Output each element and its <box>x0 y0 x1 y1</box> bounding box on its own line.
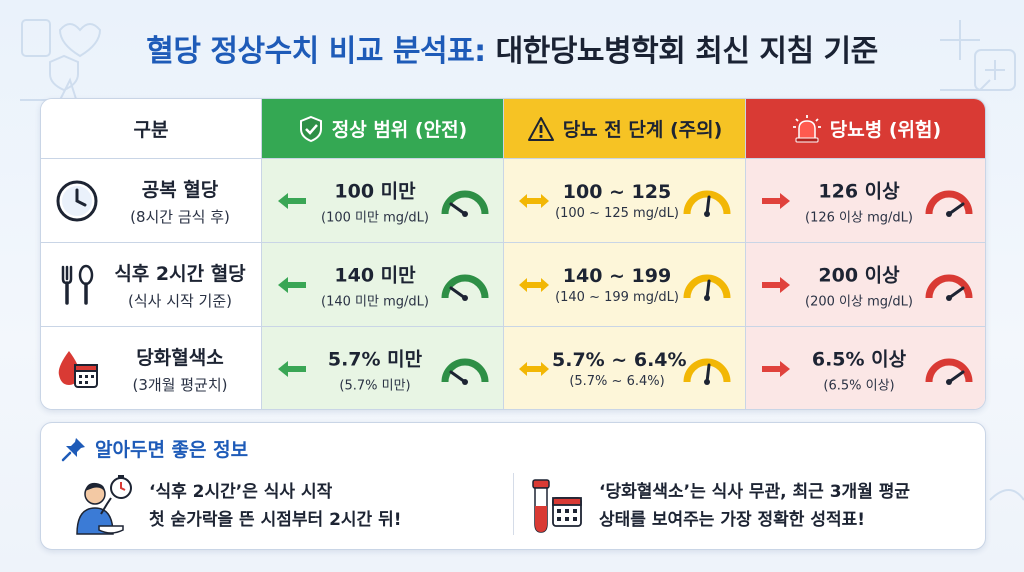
value-sub: (140 ~ 199 mg/dL) <box>555 289 679 305</box>
header-label-text: 구분 <box>133 119 169 141</box>
cell-prediabetes: 5.7% ~ 6.4% (5.7% ~ 6.4%) <box>504 327 746 409</box>
value-main: 140 ~ 199 <box>562 264 672 287</box>
gauge-low-icon <box>441 274 489 301</box>
arrow-left-icon <box>278 192 306 209</box>
row-label-sub: (8시간 금식 후) <box>130 207 230 226</box>
info-title-text: 알아두면 좋은 정보 <box>95 439 249 461</box>
gauge-high-icon <box>925 190 973 217</box>
siren-icon <box>792 114 821 142</box>
value-main: 140 미만 <box>334 264 416 286</box>
info-divider <box>513 473 514 535</box>
row-label-fasting: 공복 혈당 (8시간 금식 후) <box>41 159 262 243</box>
header-normal: 정상 범위 (안전) <box>262 99 504 159</box>
row-label-main: 식후 2시간 혈당 <box>114 262 246 285</box>
arrow-both-icon <box>519 193 549 208</box>
cell-prediabetes: 140 ~ 199 (140 ~ 199 mg/dL) <box>504 243 746 327</box>
info-title: 알아두면 좋은 정보 <box>61 435 248 462</box>
title-rest: 대한당뇨병학회 최신 지침 기준 <box>485 34 879 69</box>
header-label: 구분 <box>41 99 262 159</box>
info-item-hba1c: ‘당화혈색소’는 식사 무관, 최근 3개월 평균 상태를 보여주는 가장 정확… <box>525 473 975 539</box>
row-label-postmeal: 식후 2시간 혈당 (식사 시작 기준) <box>41 243 262 327</box>
info-line: 상태를 보여주는 가장 정확한 성적표! <box>599 510 866 530</box>
gauge-high-icon <box>925 358 973 385</box>
row-label-sub: (식사 시작 기준) <box>127 291 233 310</box>
blood-tube-calendar-icon <box>532 479 582 533</box>
value-main: 100 ~ 125 <box>562 180 672 203</box>
value-main: 5.7% ~ 6.4% <box>552 349 687 371</box>
value-sub: (200 이상 mg/dL) <box>805 294 913 309</box>
cell-normal: 5.7% 미만 (5.7% 미만) <box>262 327 504 409</box>
comparison-table: 구분 정상 범위 (안전) 당뇨 전 단계 (주의) 당뇨병 (위험) <box>40 98 986 410</box>
info-panel: 알아두면 좋은 정보 ‘식후 2시간’은 식사 시작 첫 숟가락을 뜬 시점부터… <box>40 422 986 550</box>
header-diabetes: 당뇨병 (위험) <box>746 99 985 159</box>
arrow-right-icon <box>762 276 790 293</box>
row-label-main: 당화혈색소 <box>136 347 224 369</box>
warning-triangle-icon <box>527 116 554 141</box>
cell-diabetes: 126 이상 (126 이상 mg/dL) <box>746 159 985 243</box>
arrow-left-icon <box>278 276 306 293</box>
header-normal-text: 정상 범위 (안전) <box>331 119 468 141</box>
shield-check-icon <box>299 115 322 142</box>
person-eating-timer-icon <box>76 475 132 535</box>
page-title: 혈당 정상수치 비교 분석표: 대한당뇨병학회 최신 지침 기준 <box>0 26 1024 70</box>
header-diabetes-text: 당뇨병 (위험) <box>829 119 942 141</box>
info-item-postmeal: ‘식후 2시간’은 식사 시작 첫 숟가락을 뜬 시점부터 2시간 뒤! <box>71 473 501 539</box>
row-label-sub: (3개월 평균치) <box>132 376 228 394</box>
pushpin-icon <box>61 437 85 461</box>
info-line: 첫 숟가락을 뜬 시점부터 2시간 뒤! <box>149 510 402 530</box>
cell-diabetes: 6.5% 이상 (6.5% 이상) <box>746 327 985 409</box>
gauge-mid-icon <box>683 190 731 217</box>
cell-normal: 100 미만 (100 미만 mg/dL) <box>262 159 504 243</box>
value-sub: (100 ~ 125 mg/dL) <box>555 205 679 221</box>
value-sub: (140 미만 mg/dL) <box>321 294 429 309</box>
info-line: ‘식후 2시간’은 식사 시작 <box>149 482 333 502</box>
value-sub: (6.5% 이상) <box>823 378 895 394</box>
value-main: 100 미만 <box>334 180 416 202</box>
fork-spoon-icon <box>61 264 94 305</box>
gauge-low-icon <box>441 190 489 217</box>
arrow-left-icon <box>278 361 306 377</box>
value-sub: (5.7% ~ 6.4%) <box>569 374 665 389</box>
value-sub: (100 미만 mg/dL) <box>321 210 429 225</box>
arrow-both-icon <box>519 277 549 292</box>
value-main: 200 이상 <box>818 264 900 286</box>
title-highlight: 혈당 정상수치 비교 분석표: <box>146 34 486 69</box>
cell-normal: 140 미만 (140 미만 mg/dL) <box>262 243 504 327</box>
row-label-main: 공복 혈당 <box>141 178 219 201</box>
gauge-high-icon <box>925 274 973 301</box>
header-prediabetes-text: 당뇨 전 단계 (주의) <box>562 119 723 141</box>
cell-prediabetes: 100 ~ 125 (100 ~ 125 mg/dL) <box>504 159 746 243</box>
row-label-hba1c: 당화혈색소 (3개월 평균치) <box>41 327 262 409</box>
value-sub: (5.7% 미만) <box>339 378 411 394</box>
value-main: 126 이상 <box>818 180 900 202</box>
value-sub: (126 이상 mg/dL) <box>805 210 913 225</box>
blood-drop-calendar-icon <box>58 351 98 388</box>
arrow-right-icon <box>762 192 790 209</box>
info-line: ‘당화혈색소’는 식사 무관, 최근 3개월 평균 <box>599 482 911 502</box>
gauge-mid-icon <box>683 274 731 301</box>
value-main: 6.5% 이상 <box>811 348 907 371</box>
gauge-mid-icon <box>683 358 731 385</box>
clock-icon <box>56 180 98 221</box>
value-main: 5.7% 미만 <box>327 348 423 371</box>
arrow-both-icon <box>519 362 549 376</box>
cell-diabetes: 200 이상 (200 이상 mg/dL) <box>746 243 985 327</box>
arrow-right-icon <box>762 361 790 377</box>
gauge-low-icon <box>441 358 489 385</box>
header-prediabetes: 당뇨 전 단계 (주의) <box>504 99 746 159</box>
